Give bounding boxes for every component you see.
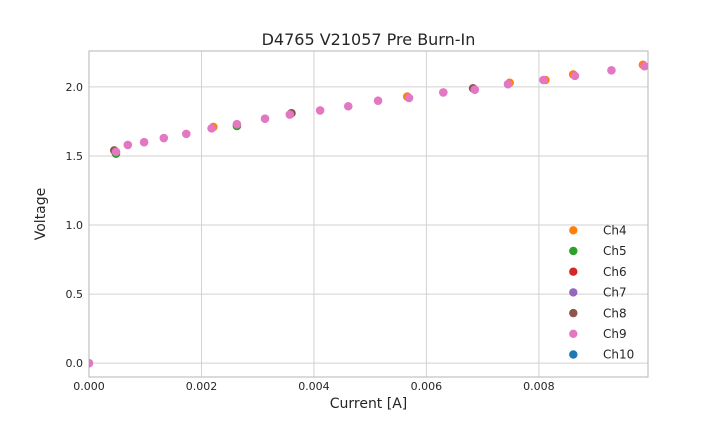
legend-item: Ch6 [569, 265, 627, 279]
scatter-points [89, 60, 648, 368]
chart-title: D4765 V21057 Pre Burn-In [262, 30, 476, 49]
legend-label: Ch8 [603, 306, 627, 320]
legend-swatch [569, 288, 578, 297]
scatter-point [470, 85, 480, 94]
scatter-point [159, 133, 169, 143]
scatter-point [343, 101, 353, 111]
x-tick-label: 0.004 [298, 380, 330, 393]
legend-swatch [569, 267, 578, 276]
legend-swatch [569, 226, 578, 235]
scatter-point [438, 88, 448, 97]
legend-label: Ch4 [603, 224, 627, 238]
legend-label: Ch9 [603, 327, 627, 341]
scatter-point [539, 75, 548, 85]
legend-label: Ch10 [603, 348, 634, 362]
gridlines [89, 51, 648, 377]
scatter-point [260, 114, 270, 123]
legend-label: Ch6 [603, 265, 627, 279]
scatter-point [207, 124, 216, 133]
legend-swatch [569, 329, 578, 338]
x-tick-label: 0.002 [186, 380, 218, 393]
y-tick-label: 1.5 [66, 150, 84, 163]
legend-item: Ch5 [569, 244, 627, 258]
scatter-point [139, 137, 149, 147]
y-tick-label: 0.5 [66, 288, 84, 301]
scatter-point [404, 93, 414, 103]
legend-swatch [569, 350, 578, 359]
y-tick-label: 1.0 [66, 219, 84, 232]
y-tick-label: 2.0 [66, 81, 84, 94]
legend: Ch4 Ch5 Ch6 Ch7 Ch8 Ch9 Ch10 [569, 224, 634, 362]
plot-frame [88, 50, 649, 378]
x-tick-label: 0.006 [411, 380, 443, 393]
x-tick-labels: 0.000 0.002 0.004 0.006 0.008 [73, 380, 554, 393]
scatter-point [315, 106, 325, 115]
scatter-point [285, 110, 295, 119]
legend-item: Ch9 [569, 327, 627, 341]
scatter-point [570, 71, 580, 81]
legend-item: Ch8 [569, 306, 627, 320]
x-axis-label: Current [A] [330, 396, 408, 412]
x-tick-label: 0.000 [73, 380, 105, 393]
scatter-point [373, 96, 383, 106]
scatter-point [89, 358, 94, 368]
scatter-point [503, 79, 513, 89]
scatter-point [123, 140, 133, 150]
legend-item: Ch4 [569, 224, 627, 238]
x-tick-label: 0.008 [523, 380, 555, 393]
scatter-point [607, 66, 616, 75]
legend-item: Ch10 [569, 348, 634, 362]
scatter-point [232, 119, 242, 129]
legend-swatch [569, 308, 578, 318]
legend-label: Ch7 [603, 286, 627, 300]
legend-item: Ch7 [569, 286, 627, 300]
scatter-point [640, 61, 648, 71]
scatter-point [181, 129, 191, 139]
y-axis-label: Voltage [33, 188, 49, 241]
legend-swatch [569, 246, 578, 256]
scatter-point [111, 147, 121, 157]
y-tick-label: 0.0 [66, 357, 84, 370]
legend-label: Ch5 [603, 244, 627, 258]
y-tick-labels: 0.0 0.5 1.0 1.5 2.0 [66, 81, 84, 370]
